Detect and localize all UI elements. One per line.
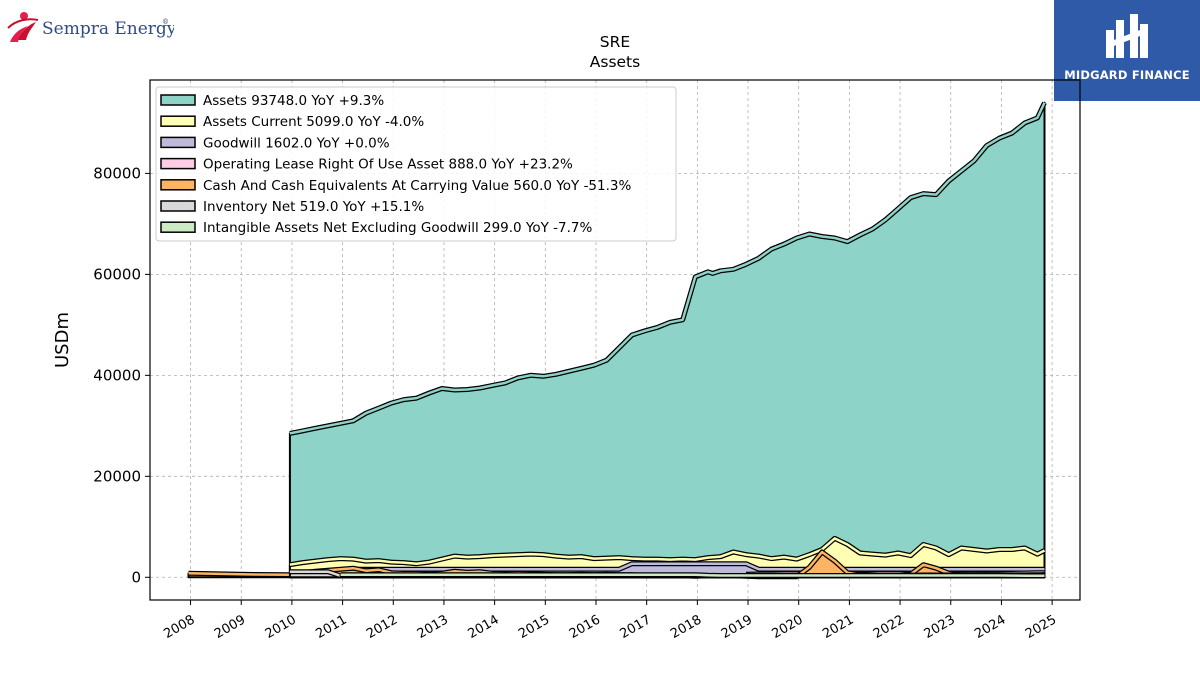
x-tick-label: 2010 xyxy=(263,612,299,642)
legend-label: Operating Lease Right Of Use Asset 888.0… xyxy=(203,157,573,173)
legend-swatch xyxy=(160,157,196,170)
x-tick-label: 2019 xyxy=(719,612,755,642)
y-tick-label: 20000 xyxy=(93,467,141,485)
y-tick-label: 40000 xyxy=(93,366,141,384)
legend-swatch xyxy=(160,179,196,191)
y-tick-label: 60000 xyxy=(93,265,141,283)
x-tick-label: 2016 xyxy=(567,612,603,642)
legend-label: Assets 93748.0 YoY +9.3% xyxy=(203,93,384,109)
y-tick-label: 0 xyxy=(131,568,141,586)
legend-label: Assets Current 5099.0 YoY -4.0% xyxy=(203,114,424,130)
legend-label: Inventory Net 519.0 YoY +15.1% xyxy=(203,199,424,215)
legend-box xyxy=(155,86,677,242)
sempra-flame-icon xyxy=(7,12,39,42)
legend-swatch xyxy=(160,200,196,212)
x-tick-label: 2020 xyxy=(770,612,806,642)
x-tick-label: 2011 xyxy=(313,612,349,642)
x-axis: 2008 2009 2010 2011 2012 2013 2014 2015 2016 2017… xyxy=(161,600,1059,642)
chart-subtitle: Assets xyxy=(590,53,640,71)
y-tick-label: 80000 xyxy=(93,164,141,182)
midgard-logo-text: MIDGARD FINANCE xyxy=(1064,68,1190,82)
series-line-0 xyxy=(289,102,1046,435)
legend-swatch xyxy=(160,115,196,127)
plot-frame xyxy=(149,79,1081,601)
x-tick-label: 2023 xyxy=(922,612,958,642)
x-tick-label: 2025 xyxy=(1023,612,1059,642)
legend-swatch xyxy=(160,136,196,149)
legend-label: Intangible Assets Net Excluding Goodwill… xyxy=(203,220,593,236)
x-tick-label: 2015 xyxy=(516,612,552,642)
x-tick-label: 2017 xyxy=(618,612,654,642)
x-tick-label: 2008 xyxy=(161,612,197,642)
x-tick-label: 2024 xyxy=(972,612,1008,642)
y-axis: 0 20000 40000 60000 80000 xyxy=(93,164,150,586)
sempra-logo-mark: ® xyxy=(162,18,169,26)
midgard-finance-logo: MIDGARD FINANCE xyxy=(1054,0,1200,101)
legend: Assets 93748.0 YoY +9.3% Assets Current 5… xyxy=(155,86,677,242)
x-tick-label: 2012 xyxy=(364,612,400,642)
chart-title: SRE xyxy=(600,33,630,51)
x-tick-label: 2021 xyxy=(820,612,856,642)
x-tick-label: 2018 xyxy=(668,612,704,642)
legend-swatch xyxy=(160,94,196,106)
series-line-1 xyxy=(289,537,1046,566)
sempra-logo-text: Sempra Energy xyxy=(42,19,174,39)
x-tick-label: 2009 xyxy=(212,612,248,642)
series-areas xyxy=(187,101,1047,580)
legend-swatch xyxy=(160,221,196,233)
x-tick-label: 2013 xyxy=(415,612,451,642)
legend-label: Goodwill 1602.0 YoY +0.0% xyxy=(203,135,390,151)
midgard-mark-icon xyxy=(1106,14,1148,58)
sempra-energy-logo: Sempra Energy ® xyxy=(4,4,177,48)
series-line-6 xyxy=(340,573,1045,578)
x-tick-label: 2014 xyxy=(465,612,501,642)
legend-label: Cash And Cash Equivalents At Carrying Va… xyxy=(203,178,631,194)
x-tick-label: 2022 xyxy=(871,612,907,642)
y-axis-label: USDm xyxy=(52,312,73,368)
